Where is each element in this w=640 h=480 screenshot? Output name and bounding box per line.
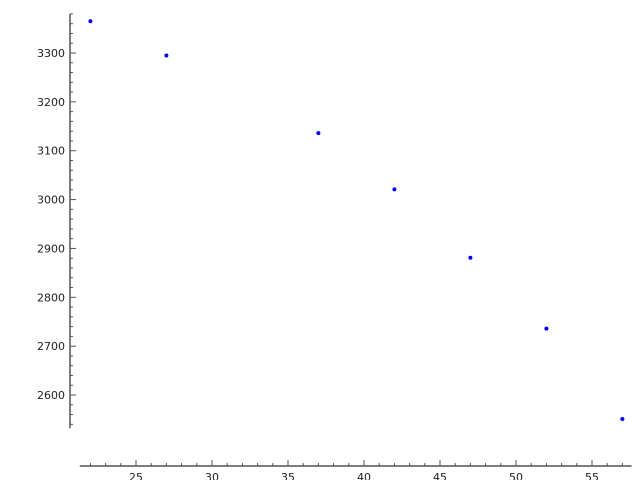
x-axis-ticks: 25 30 35 40 45 50 55 (89, 460, 623, 480)
data-point (164, 53, 169, 58)
y-tick-label: 2800 (37, 291, 65, 304)
data-point (392, 187, 397, 192)
data-point (88, 19, 93, 24)
x-tick-label: 55 (585, 471, 599, 480)
data-point (468, 255, 473, 260)
x-tick-label: 35 (281, 471, 295, 480)
y-axis-ticks: 2600 2700 2800 2900 3000 3100 3200 3300 (37, 13, 76, 425)
data-point (544, 326, 549, 331)
y-tick-label: 2900 (37, 242, 65, 255)
x-tick-label: 30 (205, 471, 219, 480)
x-tick-label: 50 (509, 471, 523, 480)
data-points (88, 19, 625, 421)
y-tick-label: 3200 (37, 96, 65, 109)
data-point (620, 416, 625, 421)
data-point (316, 131, 321, 136)
x-tick-label: 40 (357, 471, 371, 480)
y-tick-label: 2600 (37, 389, 65, 402)
y-tick-label: 3000 (37, 194, 65, 207)
x-tick-label: 25 (129, 471, 143, 480)
x-tick-label: 45 (433, 471, 447, 480)
y-tick-label: 2700 (37, 340, 65, 353)
axes (69, 13, 632, 467)
y-tick-label: 3100 (37, 145, 65, 158)
y-tick-label: 3300 (37, 47, 65, 60)
